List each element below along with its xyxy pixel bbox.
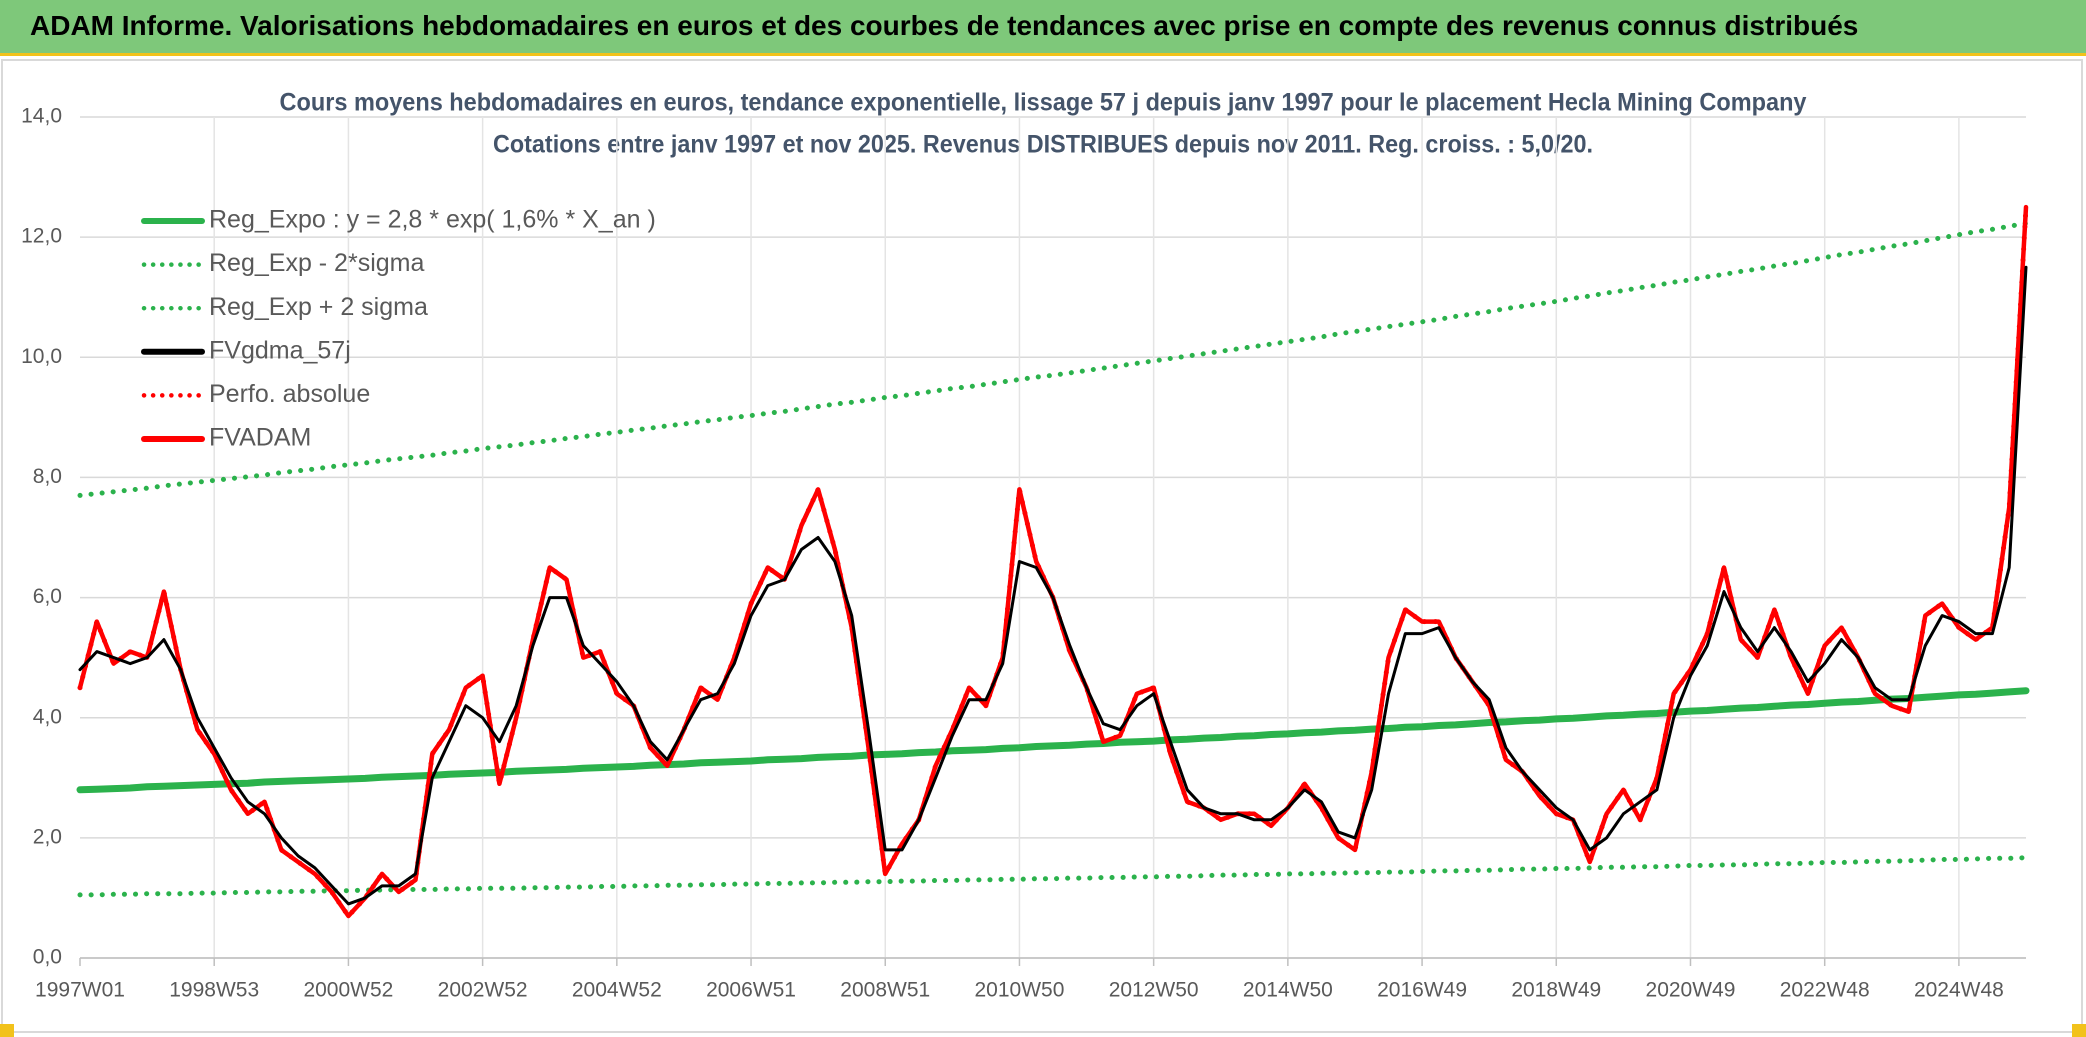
chart: Cours moyens hebdomadaires en euros, ten… xyxy=(0,59,2086,1037)
x-tick-label: 2006W51 xyxy=(706,979,796,1002)
y-tick-label: 8,0 xyxy=(33,465,62,488)
legend-label: Reg_Exp + 2 sigma xyxy=(209,293,428,321)
x-tick-label: 2018W49 xyxy=(1511,979,1601,1002)
header-title: ADAM Informe. Valorisations hebdomadaire… xyxy=(30,10,1859,41)
x-tick-label: 2002W52 xyxy=(438,979,528,1002)
legend-label: Reg_Expo : y = 2,8 * exp( 1,6% * X_an ) xyxy=(209,206,656,234)
y-tick-label: 12,0 xyxy=(21,225,62,248)
x-tick-label: 2022W48 xyxy=(1780,979,1870,1002)
y-tick-label: 2,0 xyxy=(33,825,62,848)
corner xyxy=(2072,1024,2086,1037)
x-tick-label: 2000W52 xyxy=(303,979,393,1002)
corner xyxy=(0,1024,14,1037)
x-tick-label: 2010W50 xyxy=(974,979,1064,1002)
x-tick-label: 2012W50 xyxy=(1109,979,1199,1002)
chart-subtitle: Cotations entre janv 1997 et nov 2025. R… xyxy=(493,131,1593,159)
x-tick-label: 1997W01 xyxy=(35,979,125,1002)
x-tick-label: 2014W50 xyxy=(1243,979,1333,1002)
x-tick-label: 2024W48 xyxy=(1914,979,2004,1002)
legend-label: FVgdma_57j xyxy=(209,336,351,364)
y-tick-label: 10,0 xyxy=(21,345,62,368)
x-tick-label: 2008W51 xyxy=(840,979,930,1002)
y-tick-label: 4,0 xyxy=(33,705,62,728)
x-tick-label: 2020W49 xyxy=(1646,979,1736,1002)
y-tick-label: 0,0 xyxy=(33,946,62,969)
legend-label: FVADAM xyxy=(209,424,311,452)
x-tick-label: 1998W53 xyxy=(169,979,259,1002)
y-tick-label: 14,0 xyxy=(21,105,62,128)
legend-label: Reg_Exp - 2*sigma xyxy=(209,249,424,277)
legend-label: Perfo. absolue xyxy=(209,380,370,408)
series-line xyxy=(76,687,2030,794)
series-line xyxy=(78,265,2028,906)
header: ADAM Informe. Valorisations hebdomadaire… xyxy=(0,0,2086,56)
y-tick-label: 6,0 xyxy=(33,585,62,608)
chart-title: Cours moyens hebdomadaires en euros, ten… xyxy=(280,89,1807,117)
x-tick-label: 2016W49 xyxy=(1377,979,1467,1002)
x-tick-label: 2004W52 xyxy=(572,979,662,1002)
